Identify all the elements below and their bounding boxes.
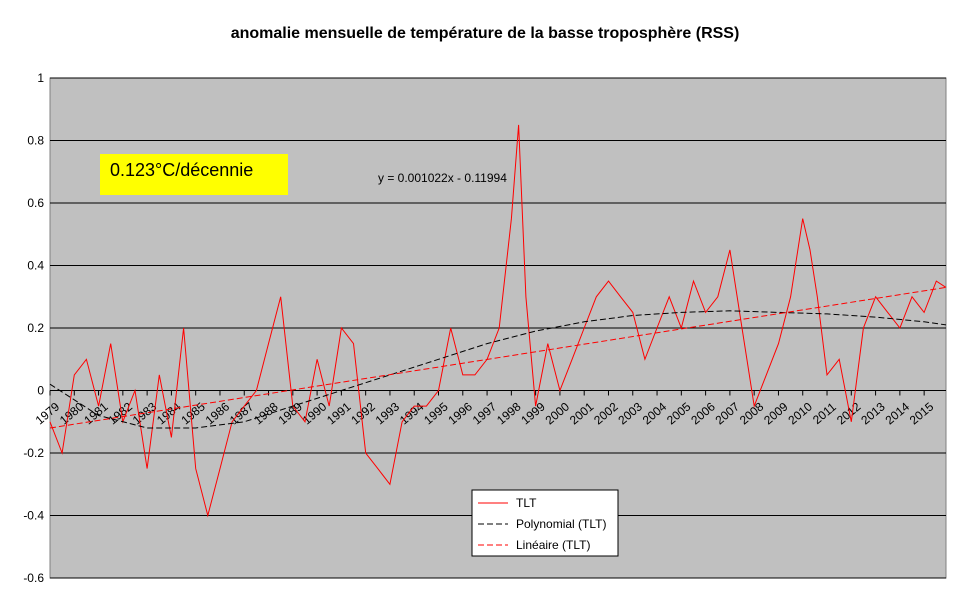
legend-label-lineaire: Linéaire (TLT)	[516, 538, 590, 552]
y-tick-label: -0.4	[23, 509, 44, 523]
series-layer	[49, 124, 947, 518]
legend-label-tlt: TLT	[516, 496, 537, 510]
y-tick-label: 0.8	[27, 134, 44, 148]
trend-box	[100, 154, 288, 195]
y-tick-label: 0.6	[27, 196, 44, 210]
regression-equation: y = 0.001022x - 0.11994	[378, 171, 507, 185]
y-axis-ticks: 1 0.8 0.6 0.4 0.2 0 -0.2 -0.4 -0.6	[23, 71, 44, 585]
series-tlt	[49, 124, 947, 518]
y-tick-label: 0.2	[27, 321, 44, 335]
series-lineaire	[49, 286, 947, 429]
y-tick-label: 1	[37, 71, 44, 85]
trend-rate-label: 0.123°C/décennie	[110, 160, 253, 180]
y-tick-label: -0.6	[23, 571, 44, 585]
chart-title: anomalie mensuelle de température de la …	[231, 25, 740, 42]
y-tick-label: 0.4	[27, 259, 44, 273]
legend: TLT Polynomial (TLT) Linéaire (TLT)	[471, 489, 619, 557]
y-tick-label: -0.2	[23, 446, 44, 460]
y-tick-label: 0	[37, 384, 44, 398]
series-polynomial	[49, 310, 947, 429]
legend-label-polynomial: Polynomial (TLT)	[516, 517, 606, 531]
